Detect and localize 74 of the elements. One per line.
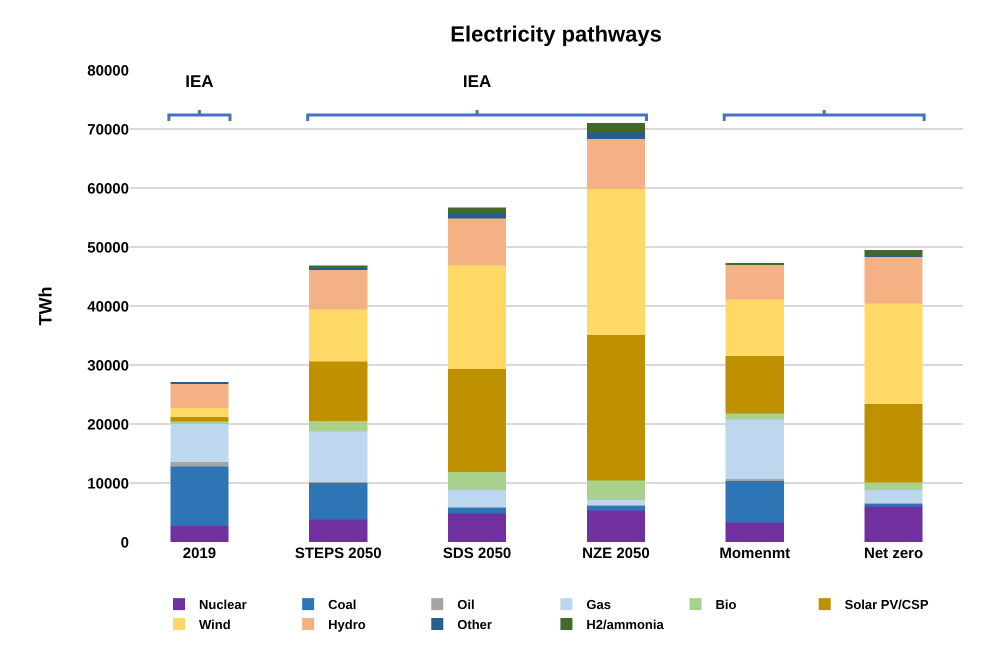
bar xyxy=(726,480,784,523)
bar xyxy=(448,490,506,508)
y-tick-label: 60000 xyxy=(87,180,129,198)
bar xyxy=(448,212,506,219)
legend-label: H2/ammonia xyxy=(586,617,664,632)
bar xyxy=(586,139,646,190)
bar xyxy=(309,270,368,310)
y-tick-label: 80000 xyxy=(87,62,129,80)
bar xyxy=(726,419,784,479)
x-tick-label: STEPS 2050 xyxy=(294,545,382,562)
bar xyxy=(864,482,923,490)
bar xyxy=(586,480,646,500)
bar xyxy=(864,256,923,304)
legend-label: Oil xyxy=(457,597,475,612)
legend-label: Coal xyxy=(328,597,356,612)
bar xyxy=(448,508,506,514)
bar xyxy=(448,207,506,213)
bar xyxy=(309,520,368,542)
bar xyxy=(586,510,646,542)
bar xyxy=(309,310,368,362)
bar xyxy=(586,334,646,481)
x-tick-label: NZE 2050 xyxy=(582,545,650,562)
bar xyxy=(309,361,368,422)
bar xyxy=(864,250,923,256)
legend-label: Bio xyxy=(716,597,737,612)
y-tick-label: 20000 xyxy=(87,416,129,434)
bar xyxy=(726,264,784,300)
bar xyxy=(170,462,229,466)
bar xyxy=(864,506,923,542)
bar xyxy=(864,404,923,482)
bar xyxy=(726,413,784,420)
y-tick-label: 50000 xyxy=(87,239,129,256)
bar xyxy=(864,490,923,504)
y-tick-label: 70000 xyxy=(87,121,129,138)
legend-label: Gas xyxy=(586,597,611,612)
bar xyxy=(726,522,784,542)
bar xyxy=(448,265,506,370)
legend-label: Solar PV/CSP xyxy=(844,597,929,612)
x-tick-label: SDS 2050 xyxy=(442,545,512,562)
x-tick-label: Momenmt xyxy=(719,545,790,562)
bar xyxy=(170,466,229,526)
bar xyxy=(170,526,229,542)
bar xyxy=(309,482,368,520)
x-tick-label: 2019 xyxy=(182,545,216,562)
bar xyxy=(448,514,506,542)
bar xyxy=(586,189,646,335)
bar xyxy=(726,300,784,356)
y-axis-title: TWh xyxy=(35,286,56,326)
y-tick-label: 10000 xyxy=(87,475,129,492)
bar xyxy=(170,408,229,417)
bar xyxy=(309,432,368,482)
legend-label: Wind xyxy=(199,617,231,632)
bar xyxy=(170,424,229,462)
bar xyxy=(586,500,646,505)
legend-label: Hydro xyxy=(328,617,366,632)
bar xyxy=(448,218,506,266)
bar xyxy=(586,123,646,133)
bar xyxy=(448,472,506,490)
bar xyxy=(864,304,923,404)
y-tick-label: 30000 xyxy=(87,357,129,374)
legend-label: Other xyxy=(457,617,492,632)
bar xyxy=(726,356,784,414)
bar xyxy=(170,416,229,422)
annotation: IEA xyxy=(185,72,214,91)
y-tick-label: 0 xyxy=(120,534,129,552)
bar xyxy=(309,421,368,432)
bar xyxy=(586,132,646,140)
bar xyxy=(170,384,229,408)
y-tick-label: 40000 xyxy=(87,298,129,316)
legend-label: Nuclear xyxy=(199,597,247,612)
chart-title: Electricity pathways xyxy=(450,21,662,46)
bar xyxy=(448,369,506,472)
x-tick-label: Net zero xyxy=(864,545,924,562)
annotation: IEA xyxy=(462,72,492,91)
